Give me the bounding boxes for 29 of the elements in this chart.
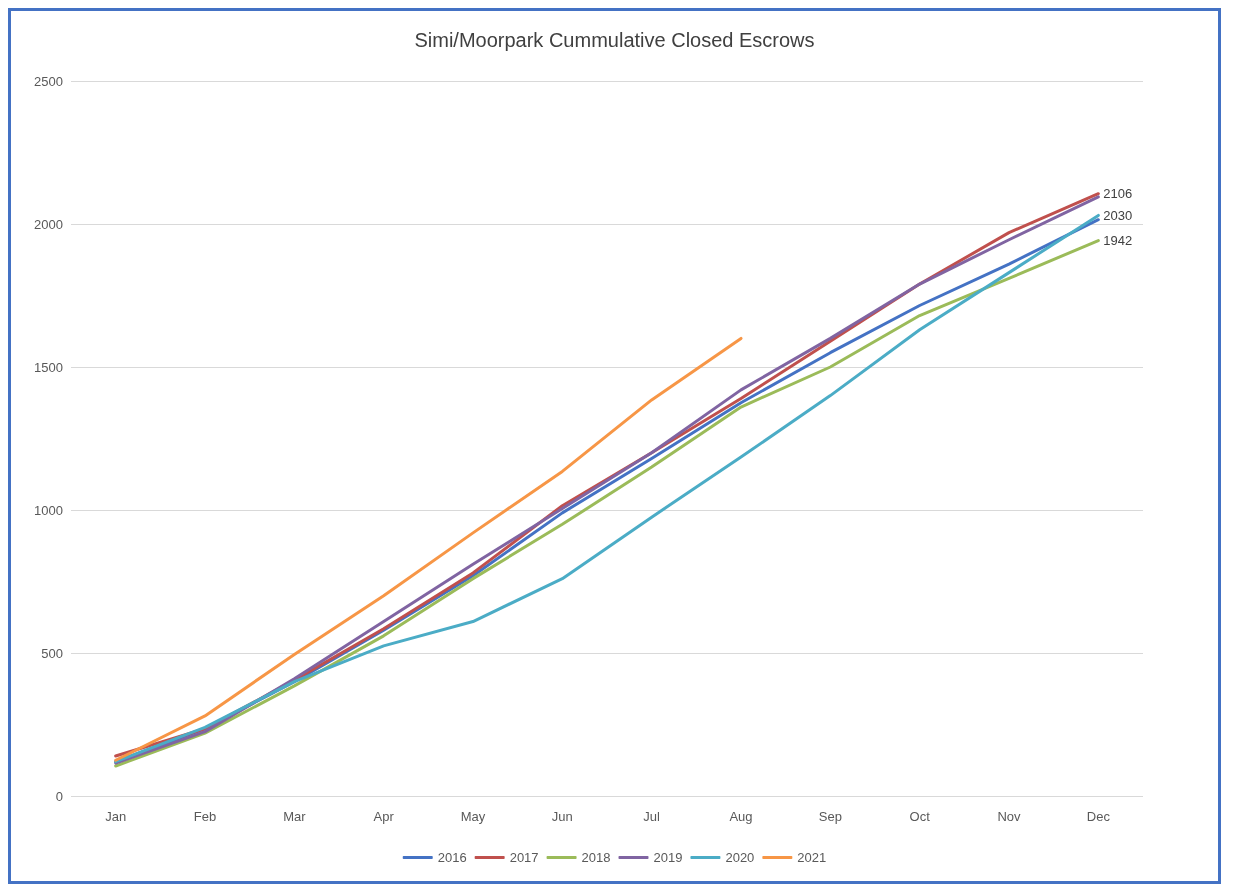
x-tick-label: May <box>460 809 486 824</box>
x-tick-label: Mar <box>283 809 307 824</box>
y-tick-label: 2500 <box>34 73 63 89</box>
x-tick-label: Feb <box>193 809 217 824</box>
x-tick-label: Dec <box>1086 809 1111 824</box>
y-tick-label: 2000 <box>34 216 63 232</box>
legend-label: 2021 <box>797 850 827 865</box>
legend-label: 2020 <box>725 850 755 865</box>
y-tick-label: 1000 <box>34 502 63 518</box>
chart-title: Simi/Moorpark Cummulative Closed Escrows <box>414 29 815 51</box>
x-tick-label: Jan <box>105 809 127 824</box>
x-tick-label: Jun <box>551 809 573 824</box>
x-tick-label: Nov <box>997 809 1022 824</box>
x-tick-label: Sep <box>818 809 842 824</box>
line-series <box>114 336 743 762</box>
y-tick-label: 0 <box>55 788 63 804</box>
legend-label: 2019 <box>653 850 683 865</box>
legend-label: 2016 <box>437 850 467 865</box>
legend-label: 2017 <box>509 850 539 865</box>
data-label: 1942 <box>1103 233 1133 249</box>
legend-label: 2018 <box>581 850 611 865</box>
x-tick-label: Oct <box>909 809 931 824</box>
y-tick-label: 500 <box>41 645 63 661</box>
x-tick-label: Jul <box>643 809 661 824</box>
data-label: 2106 <box>1103 186 1133 202</box>
data-label: 2030 <box>1103 207 1133 223</box>
x-tick-label: Apr <box>373 809 395 824</box>
x-tick-label: Aug <box>729 809 753 824</box>
y-tick-label: 1500 <box>34 359 63 375</box>
